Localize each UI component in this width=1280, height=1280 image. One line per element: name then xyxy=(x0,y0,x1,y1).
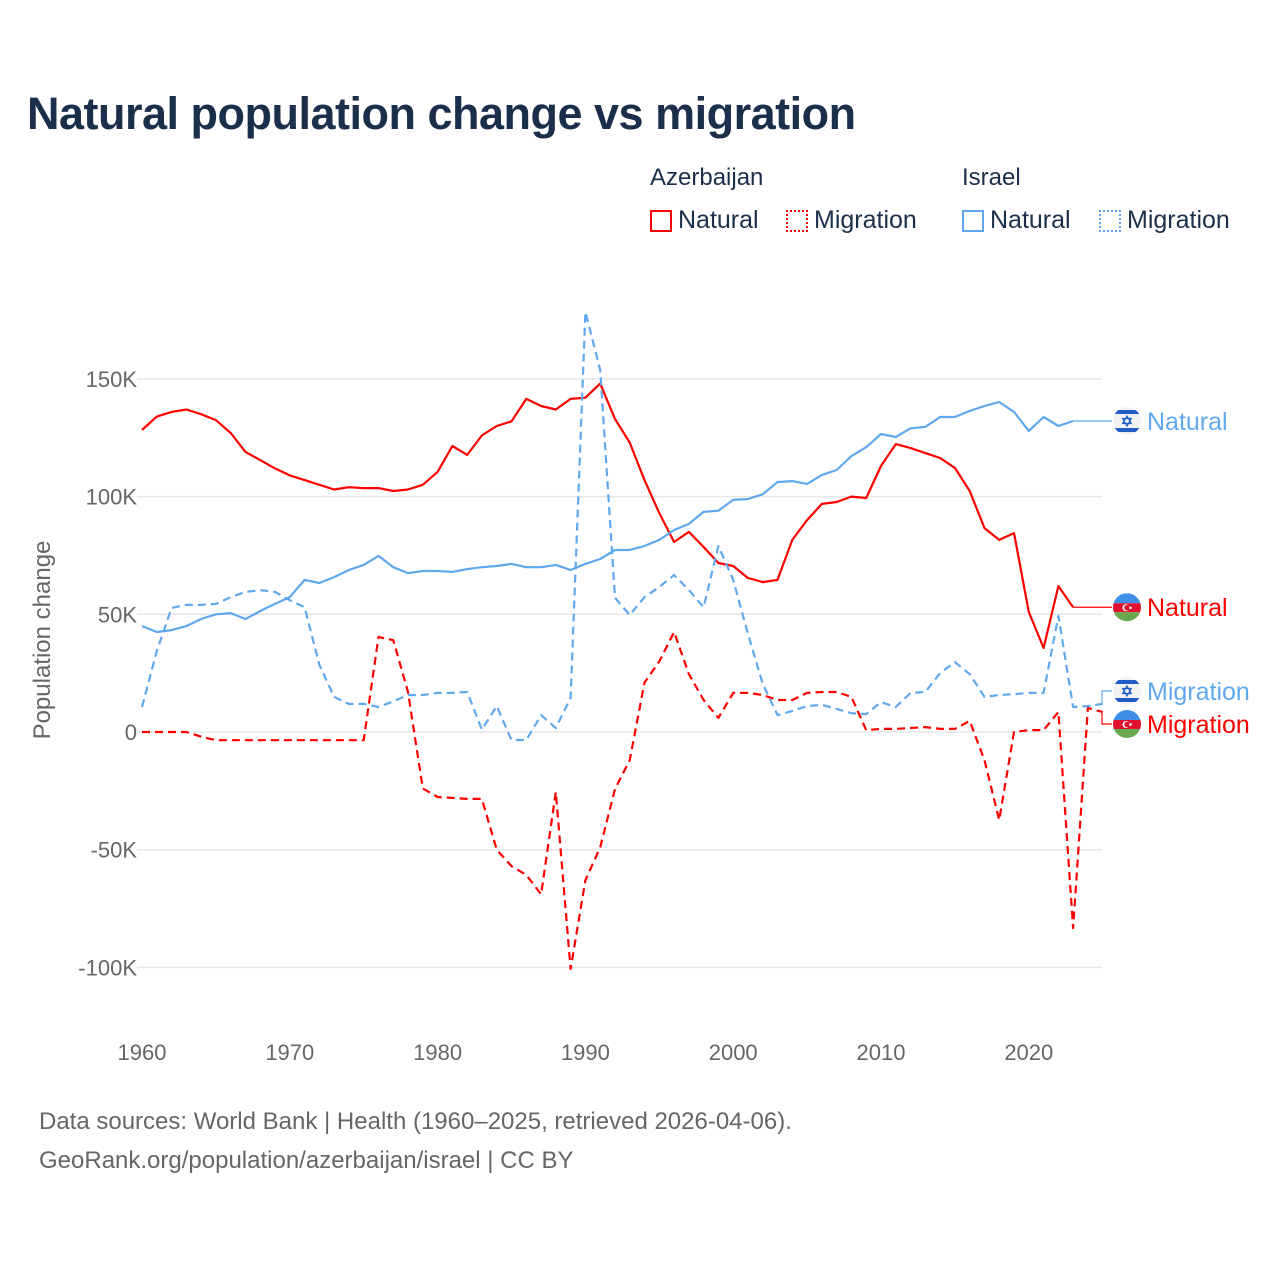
y-tick-label: 50K xyxy=(98,602,137,627)
dotted-swatch-icon xyxy=(786,209,808,232)
israel-flag-icon xyxy=(1113,677,1141,705)
dotted-swatch-icon xyxy=(1099,209,1121,232)
y-tick-label: -100K xyxy=(78,955,137,980)
y-axis-label: Population change xyxy=(29,541,56,740)
x-tick-label: 1980 xyxy=(413,1040,462,1065)
end-label: Natural xyxy=(1147,408,1228,436)
series-line-azerbaijan-natural xyxy=(141,382,1075,650)
y-tick-label: 100K xyxy=(86,485,138,510)
legend-item-israel-natural[interactable]: Natural xyxy=(962,206,1071,235)
series-line-azerbaijan-migration xyxy=(142,630,1103,971)
israel-flag-icon xyxy=(1113,407,1141,436)
legend-label: Migration xyxy=(1127,206,1230,234)
footer-sources: Data sources: World Bank | Health (1960–… xyxy=(39,1108,792,1135)
legend-group-azerbaijan: Azerbaijan xyxy=(650,164,764,191)
azerbaijan-flag-icon xyxy=(1113,710,1141,738)
series-line-israel-natural xyxy=(141,400,1074,634)
legend-item-israel-migration[interactable]: Migration xyxy=(1099,206,1230,235)
x-tick-label: 1990 xyxy=(561,1040,610,1065)
legend-label: Migration xyxy=(814,206,917,234)
end-label: Natural xyxy=(1147,594,1228,622)
legend-item-azerbaijan-natural[interactable]: Natural xyxy=(650,206,759,235)
y-tick-label: 0 xyxy=(125,720,137,745)
footer-link[interactable]: GeoRank.org/population/azerbaijan/israel… xyxy=(39,1147,574,1174)
y-tick-label: -50K xyxy=(91,838,138,863)
y-tick-label: 150K xyxy=(86,367,138,392)
solid-swatch-icon xyxy=(650,209,672,232)
label-connector xyxy=(1101,690,1112,705)
legend-label: Natural xyxy=(678,206,759,234)
x-tick-label: 2010 xyxy=(857,1040,906,1065)
legend-group-israel: Israel xyxy=(962,164,1021,191)
x-tick-label: 2020 xyxy=(1004,1040,1053,1065)
legend-label: Natural xyxy=(990,206,1071,234)
end-label: Migration xyxy=(1147,711,1250,739)
chart-title: Natural population change vs migration xyxy=(27,88,856,139)
x-tick-label: 1970 xyxy=(265,1040,314,1065)
solid-swatch-icon xyxy=(962,209,984,232)
end-label: Migration xyxy=(1147,678,1250,706)
x-tick-label: 1960 xyxy=(118,1040,167,1065)
series-line-israel-migration xyxy=(140,310,1103,742)
azerbaijan-flag-icon xyxy=(1113,593,1141,622)
x-tick-label: 2000 xyxy=(709,1040,758,1065)
legend-item-azerbaijan-migration[interactable]: Migration xyxy=(786,206,917,235)
label-connector xyxy=(1101,711,1112,725)
